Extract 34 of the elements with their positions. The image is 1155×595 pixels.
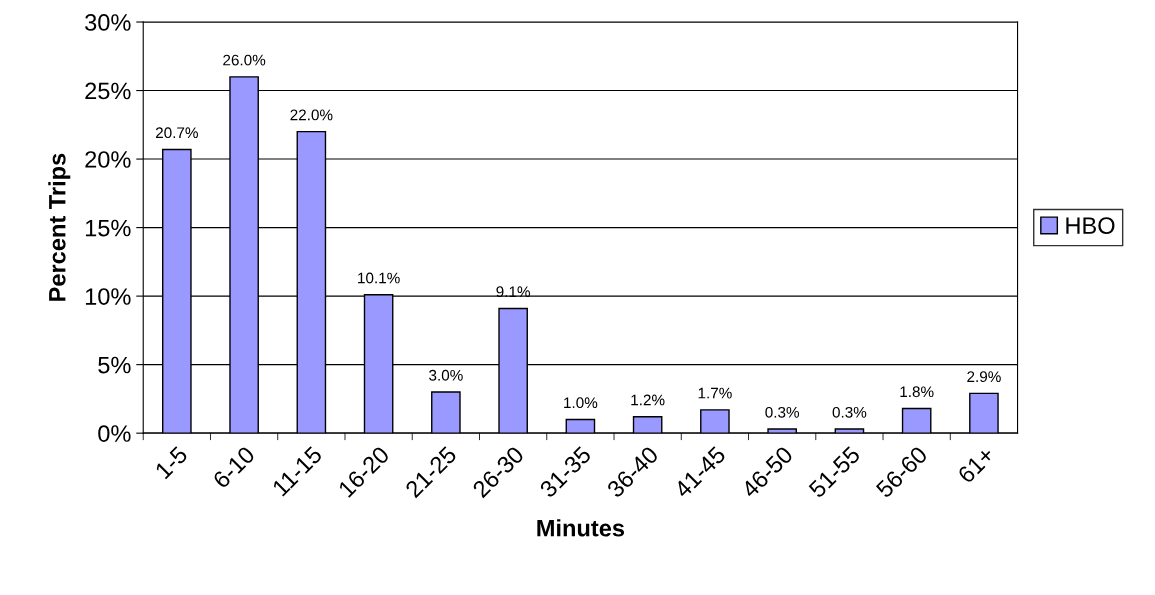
x-tick-label: 61+: [956, 445, 996, 485]
bar: [431, 391, 461, 434]
y-axis-title: Percent Trips: [48, 153, 71, 301]
x-axis-title: Minutes: [537, 519, 625, 537]
x-tick-label: 1-5: [154, 445, 189, 480]
x-tick-label: 6-10: [211, 445, 256, 490]
y-tick-label: 10%: [85, 288, 131, 305]
y-tick-label: 20%: [85, 151, 131, 168]
data-label: 2.9%: [967, 371, 1001, 383]
data-label: 10.1%: [358, 272, 400, 284]
bar: [700, 409, 730, 434]
bar: [901, 407, 932, 434]
bar: [632, 416, 663, 434]
data-label: 26.0%: [223, 54, 266, 66]
data-label: 3.0%: [429, 369, 463, 381]
data-label: 1.7%: [698, 387, 732, 399]
y-tick-label: 0%: [98, 425, 131, 442]
bar: [834, 428, 865, 434]
y-tick-label: 30%: [85, 14, 131, 31]
bar: [969, 392, 999, 434]
data-label: 1.2%: [631, 394, 665, 406]
data-label: 0.3%: [832, 406, 867, 418]
y-tick-label: 25%: [85, 82, 131, 100]
data-label: 1.8%: [900, 386, 934, 398]
data-label: 1.0%: [564, 397, 598, 409]
y-tick-label: 5%: [98, 356, 131, 374]
y-tick-label: 15%: [85, 219, 131, 237]
data-label: 20.7%: [155, 127, 198, 139]
data-label: 0.3%: [765, 406, 800, 418]
bar: [767, 428, 797, 434]
data-label: 9.1%: [496, 286, 530, 298]
bar: [565, 418, 596, 434]
legend-label: HBO: [1066, 217, 1115, 234]
data-label: 22.0%: [290, 109, 333, 121]
